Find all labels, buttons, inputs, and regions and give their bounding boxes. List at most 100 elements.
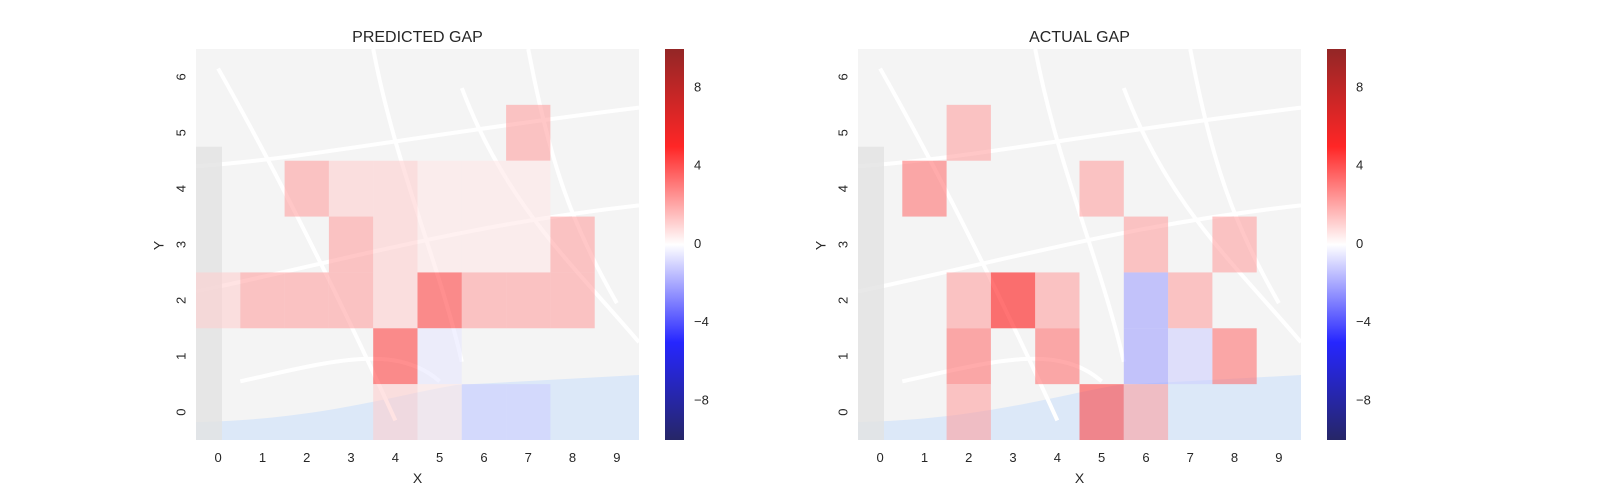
heatmap-cell <box>461 216 507 273</box>
y-tick-label: 2 <box>835 297 850 304</box>
heatmap-cell <box>417 328 462 385</box>
chart-title: ACTUAL GAP <box>1029 29 1130 46</box>
heatmap-cell <box>506 160 551 217</box>
x-tick-label: 6 <box>480 450 487 465</box>
heatmap-cell <box>328 216 374 273</box>
heatmap-cell <box>1168 272 1213 329</box>
heatmap-cell <box>902 160 947 217</box>
x-tick-label: 1 <box>921 450 928 465</box>
y-axis-label: Y <box>813 240 829 250</box>
heatmap-cell <box>328 160 374 217</box>
y-tick-label: 1 <box>835 353 850 360</box>
heatmap-cell <box>417 384 462 440</box>
x-tick-label: 7 <box>525 450 532 465</box>
x-tick-label: 4 <box>1054 450 1061 465</box>
colorbar-tick-label: 4 <box>1356 158 1363 173</box>
colorbar-tick-label: 8 <box>694 80 701 95</box>
heatmap-cells <box>196 104 595 440</box>
heatmap-cell <box>990 272 1036 329</box>
y-tick-label: 5 <box>173 129 188 136</box>
heatmap-cell <box>284 272 329 329</box>
heatmap-cell <box>1123 328 1169 385</box>
heatmap-cell <box>373 328 418 385</box>
heatmap-cell <box>1212 216 1257 273</box>
heatmap-cell <box>1035 272 1080 329</box>
y-axis-label: Y <box>151 240 167 250</box>
x-tick-label: 7 <box>1187 450 1194 465</box>
colorbar-tick-label: 4 <box>694 158 701 173</box>
y-tick-label: 5 <box>835 129 850 136</box>
colorbar-tick-label: −4 <box>1356 314 1371 329</box>
y-tick-label: 0 <box>173 408 188 415</box>
x-tick-label: 2 <box>303 450 310 465</box>
x-axis-label: X <box>413 470 423 486</box>
x-tick-label: 0 <box>877 450 884 465</box>
heatmap-panel: PREDICTED GAP 0 1 2 3 4 5 6 7 8 9 0 1 2 3 4 5 6 X Y 8 4 0 −4 −8 <box>151 29 709 486</box>
heatmap-cell <box>506 216 551 273</box>
heatmap-cell <box>946 272 991 329</box>
x-tick-label: 9 <box>1275 450 1282 465</box>
heatmap-cell <box>417 216 462 273</box>
colorbar: 8 4 0 −4 −8 <box>1327 49 1371 440</box>
heatmap-cell <box>1212 328 1257 385</box>
y-tick-label: 6 <box>173 73 188 80</box>
heatmap-panel: ACTUAL GAP 0 1 2 3 4 5 6 7 8 9 0 1 2 3 4 5 6 X Y 8 4 0 −4 −8 <box>813 29 1371 486</box>
heatmap-cell <box>373 160 418 217</box>
heatmap-cell <box>196 272 241 329</box>
x-tick-label: 3 <box>347 450 354 465</box>
heatmap-cell <box>946 384 991 440</box>
heatmap-cell <box>417 272 462 329</box>
y-tick-label: 0 <box>835 408 850 415</box>
y-tick-label: 2 <box>173 297 188 304</box>
heatmap-cell <box>461 160 507 217</box>
y-tick-label: 3 <box>173 241 188 248</box>
colorbar-tick-label: −8 <box>694 392 709 407</box>
x-tick-label: 5 <box>1098 450 1105 465</box>
x-axis-label: X <box>1075 470 1085 486</box>
x-tick-label: 8 <box>1231 450 1238 465</box>
x-tick-label: 1 <box>259 450 266 465</box>
colorbar-tick-label: 8 <box>1356 80 1363 95</box>
y-tick-label: 3 <box>835 241 850 248</box>
heatmap-cell <box>373 384 418 440</box>
heatmap-cell <box>946 104 991 161</box>
heatmap-cell <box>506 384 551 440</box>
heatmap-cell <box>1123 384 1169 440</box>
heatmap-cell <box>506 272 551 329</box>
x-tick-label: 4 <box>392 450 399 465</box>
heatmap-cell <box>461 384 507 440</box>
x-tick-label: 0 <box>215 450 222 465</box>
heatmap-cell <box>1168 328 1213 385</box>
x-tick-label: 5 <box>436 450 443 465</box>
heatmap-cell <box>284 160 329 217</box>
heatmap-cell <box>240 272 285 329</box>
y-tick-label: 1 <box>173 353 188 360</box>
x-tick-label: 8 <box>569 450 576 465</box>
heatmap-cell <box>1035 328 1080 385</box>
heatmap-cell <box>417 160 462 217</box>
heatmap-cells <box>902 104 1257 440</box>
colorbar: 8 4 0 −4 −8 <box>665 49 709 440</box>
heatmap-cell <box>373 216 418 273</box>
x-tick-label: 9 <box>613 450 620 465</box>
colorbar-tick-label: −4 <box>694 314 709 329</box>
heatmap-cell <box>1079 160 1124 217</box>
heatmap-cell <box>550 272 595 329</box>
heatmap-cell <box>1079 384 1124 440</box>
y-tick-label: 4 <box>835 185 850 192</box>
heatmap-cell <box>946 328 991 385</box>
x-tick-label: 6 <box>1142 450 1149 465</box>
chart-title: PREDICTED GAP <box>352 29 483 46</box>
colorbar-tick-label: 0 <box>694 236 701 251</box>
heatmap-cell <box>328 272 374 329</box>
x-tick-label: 3 <box>1009 450 1016 465</box>
colorbar-tick-label: −8 <box>1356 392 1371 407</box>
heatmap-cell <box>461 272 507 329</box>
x-tick-label: 2 <box>965 450 972 465</box>
heatmap-cell <box>373 272 418 329</box>
y-tick-label: 6 <box>835 73 850 80</box>
heatmap-cell <box>1123 272 1169 329</box>
heatmap-cell <box>1123 216 1169 273</box>
heatmap-cell <box>550 216 595 273</box>
